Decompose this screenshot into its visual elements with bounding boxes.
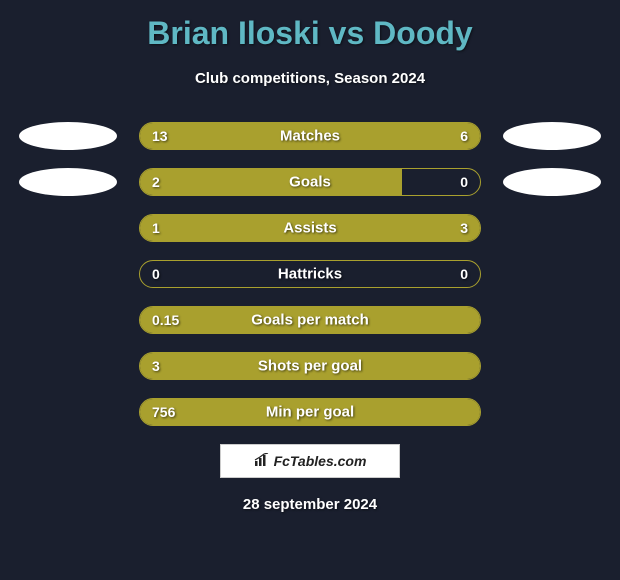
stat-label: Goals [289,174,331,191]
stat-value-right: 6 [460,128,468,144]
stat-value-right: 0 [460,174,468,190]
stat-value-left: 0.15 [152,312,179,328]
page-title: Brian Iloski vs Doody [0,15,620,52]
player-left-marker [19,168,117,196]
stat-value-left: 0 [152,266,160,282]
stat-bar: 756 Min per goal [139,398,481,426]
stat-row: 13 6 Matches [0,122,620,150]
footer-attribution[interactable]: FcTables.com [220,444,400,478]
comparison-widget: Brian Iloski vs Doody Club competitions,… [0,0,620,580]
stat-bar: 3 Shots per goal [139,352,481,380]
stat-value-right: 3 [460,220,468,236]
stat-row: 0 0 Hattricks [0,260,620,288]
player-right-marker [503,122,601,150]
stat-value-left: 13 [152,128,168,144]
bar-fill-left [140,169,402,195]
spacer [503,398,601,426]
stat-label: Min per goal [266,404,354,421]
stat-label: Matches [280,128,340,145]
stat-bar: 0.15 Goals per match [139,306,481,334]
stat-value-left: 756 [152,404,175,420]
stat-row: 2 0 Goals [0,168,620,196]
stat-value-left: 3 [152,358,160,374]
spacer [19,352,117,380]
stat-label: Assists [283,220,336,237]
stat-value-left: 1 [152,220,160,236]
spacer [503,352,601,380]
spacer [19,260,117,288]
bar-fill-right [225,215,480,241]
stat-row: 756 Min per goal [0,398,620,426]
player-left-marker [19,122,117,150]
spacer [503,214,601,242]
footer-label: FcTables.com [274,453,367,469]
spacer [503,260,601,288]
stat-bar: 13 6 Matches [139,122,481,150]
subtitle: Club competitions, Season 2024 [0,70,620,87]
date-label: 28 september 2024 [0,496,620,513]
spacer [19,398,117,426]
stat-bar: 1 3 Assists [139,214,481,242]
stat-row: 3 Shots per goal [0,352,620,380]
stat-row: 1 3 Assists [0,214,620,242]
stat-label: Hattricks [278,266,342,283]
player-right-marker [503,168,601,196]
stat-label: Shots per goal [258,358,362,375]
stat-bar: 0 0 Hattricks [139,260,481,288]
spacer [19,214,117,242]
spacer [19,306,117,334]
stat-row: 0.15 Goals per match [0,306,620,334]
stat-bar: 2 0 Goals [139,168,481,196]
stat-value-right: 0 [460,266,468,282]
spacer [503,306,601,334]
stat-value-left: 2 [152,174,160,190]
stat-label: Goals per match [251,312,369,329]
chart-icon [254,453,270,470]
stats-rows: 136Matches20Goals13Assists00Hattricks0.1… [0,122,620,426]
